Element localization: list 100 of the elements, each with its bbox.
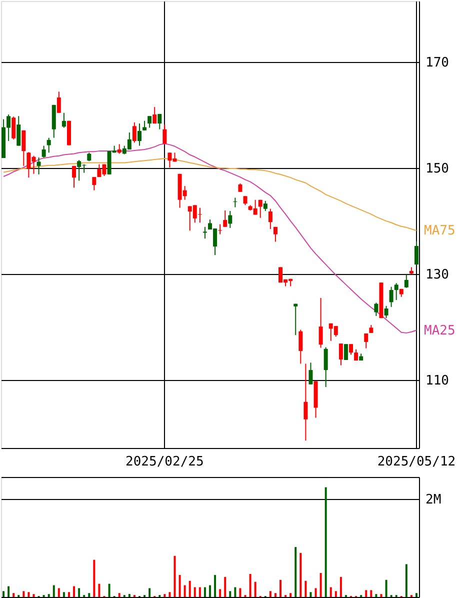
candlestick <box>36 156 41 175</box>
bar <box>365 590 368 597</box>
candlestick <box>228 210 232 228</box>
candlestick <box>137 122 142 146</box>
candlestick <box>349 344 354 356</box>
y-tick-label: 150 <box>426 162 449 177</box>
candlestick <box>218 224 222 235</box>
candlestick <box>92 176 96 191</box>
candlestick <box>223 210 228 228</box>
candlestick <box>364 332 368 349</box>
candlestick <box>158 113 162 130</box>
candlestick <box>318 297 323 348</box>
bar <box>294 547 297 597</box>
bar <box>224 576 226 597</box>
series-label: MA75 <box>424 224 456 239</box>
candlestick <box>162 124 167 144</box>
bar <box>324 487 327 597</box>
bar <box>28 592 30 597</box>
candlestick <box>268 208 272 230</box>
bar <box>415 593 418 597</box>
bar <box>118 593 120 597</box>
bar <box>370 590 372 597</box>
candlestick <box>394 282 398 301</box>
bar <box>209 585 211 597</box>
candlestick <box>344 344 348 360</box>
bar <box>334 591 337 597</box>
bar <box>330 587 332 597</box>
bar <box>405 564 408 597</box>
bar <box>214 574 216 597</box>
bar <box>219 589 222 597</box>
bar <box>8 586 10 597</box>
candlestick <box>308 362 313 385</box>
bar <box>78 588 80 597</box>
candlestick <box>233 197 238 208</box>
candlestick <box>148 116 152 128</box>
bar <box>168 592 171 597</box>
candlestick <box>56 91 61 114</box>
bar <box>32 594 35 597</box>
candlestick <box>304 363 308 442</box>
y-tick-label: 110 <box>426 374 449 389</box>
bar <box>188 580 191 597</box>
candlestick <box>258 199 262 218</box>
bar <box>234 587 236 597</box>
bar <box>300 552 302 597</box>
bar <box>58 588 60 597</box>
candlestick <box>132 122 136 144</box>
candlestick <box>46 137 51 154</box>
series-label: MA25 <box>424 323 456 338</box>
candlestick <box>324 346 328 388</box>
bar <box>340 576 342 597</box>
candlestick <box>414 240 418 266</box>
candlestick <box>338 343 343 366</box>
candlestick <box>263 200 268 212</box>
bar <box>73 586 76 597</box>
bar <box>229 591 232 597</box>
x-tick-label: 2025/05/12 <box>377 454 456 470</box>
bar <box>88 593 90 597</box>
candlestick <box>16 116 21 146</box>
candlestick <box>298 329 303 364</box>
candlestick <box>294 303 298 336</box>
bar <box>12 593 15 597</box>
candlestick <box>152 106 157 124</box>
candlestick <box>117 144 122 154</box>
candlestick <box>142 120 147 131</box>
y-tick-label: 2M <box>426 492 442 508</box>
bar <box>68 592 70 597</box>
bar <box>52 585 55 597</box>
bar <box>385 580 388 597</box>
bar <box>314 588 317 597</box>
bar <box>274 593 276 597</box>
x-tick-label: 2025/02/25 <box>126 454 204 470</box>
bar <box>22 591 25 597</box>
candlestick <box>72 165 76 188</box>
candlestick <box>62 112 66 128</box>
bar <box>239 588 242 597</box>
bar <box>254 582 256 597</box>
bar <box>184 585 186 597</box>
bar <box>164 594 166 597</box>
bar <box>98 584 100 597</box>
bar <box>304 580 307 597</box>
bar <box>62 592 65 597</box>
candlestick <box>389 286 394 308</box>
bar <box>128 594 130 597</box>
bar <box>290 593 292 597</box>
candlestick <box>22 130 26 166</box>
bar <box>204 587 206 597</box>
bar <box>108 584 110 597</box>
bar <box>93 560 96 597</box>
candlestick <box>42 145 46 158</box>
candlestick <box>273 226 278 242</box>
bar <box>198 587 201 597</box>
bar <box>48 594 50 597</box>
candlestick <box>404 274 408 288</box>
bar <box>178 574 181 597</box>
candlestick <box>12 116 16 140</box>
bar <box>280 580 282 597</box>
candlestick <box>243 196 248 206</box>
bar <box>320 573 322 597</box>
y-tick-label: 130 <box>426 268 449 283</box>
bar <box>269 591 272 597</box>
